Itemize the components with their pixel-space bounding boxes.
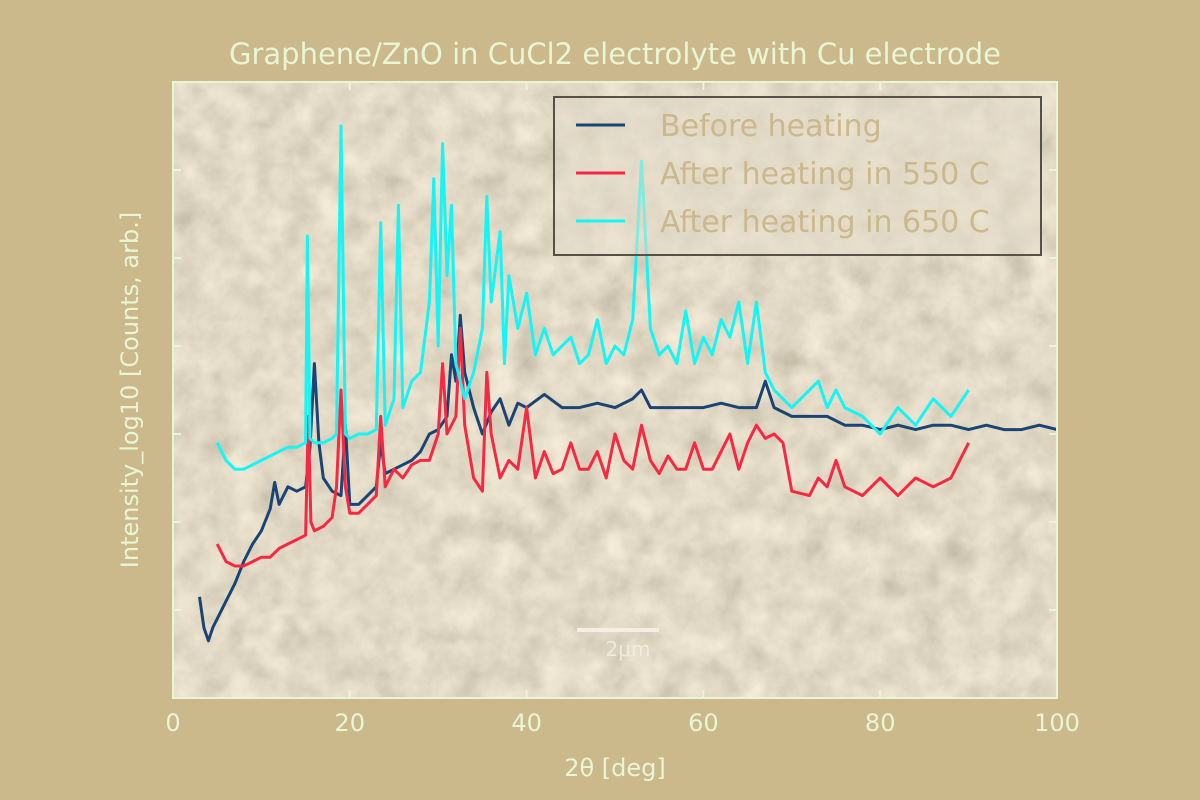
- legend-label: Before heating: [660, 109, 882, 144]
- x-tick-label: 20: [335, 709, 366, 737]
- legend-label: After heating in 650 C: [660, 205, 990, 240]
- legend-box: [553, 96, 1042, 256]
- x-tick-label: 80: [865, 709, 896, 737]
- x-tick-label: 40: [511, 709, 542, 737]
- y-axis-ticks: [173, 169, 1057, 611]
- series-line-3: [215, 124, 970, 471]
- legend-label: After heating in 550 C: [660, 157, 990, 192]
- legend: Before heating After heating in 550 C Afte…: [553, 96, 1042, 256]
- x-tick-label: 60: [688, 709, 719, 737]
- series-line-2: [215, 326, 970, 568]
- x-tick-label: 100: [1034, 709, 1080, 737]
- series-layer: [198, 124, 1057, 643]
- x-axis-ticks: 0 20 40 60 80 100: [165, 82, 1080, 737]
- plot-frame: [172, 81, 1058, 699]
- x-axis-label: 2θ [deg]: [564, 754, 666, 782]
- sem-scale-bar-label: 2μm: [606, 637, 651, 661]
- series-line-1: [198, 313, 1057, 643]
- chart-title: Graphene/ZnO in CuCl2 electrolyte with C…: [229, 37, 1001, 71]
- x-tick-label: 0: [165, 709, 180, 737]
- y-axis-label: Intensity_log10 [Counts, arb.]: [116, 212, 144, 568]
